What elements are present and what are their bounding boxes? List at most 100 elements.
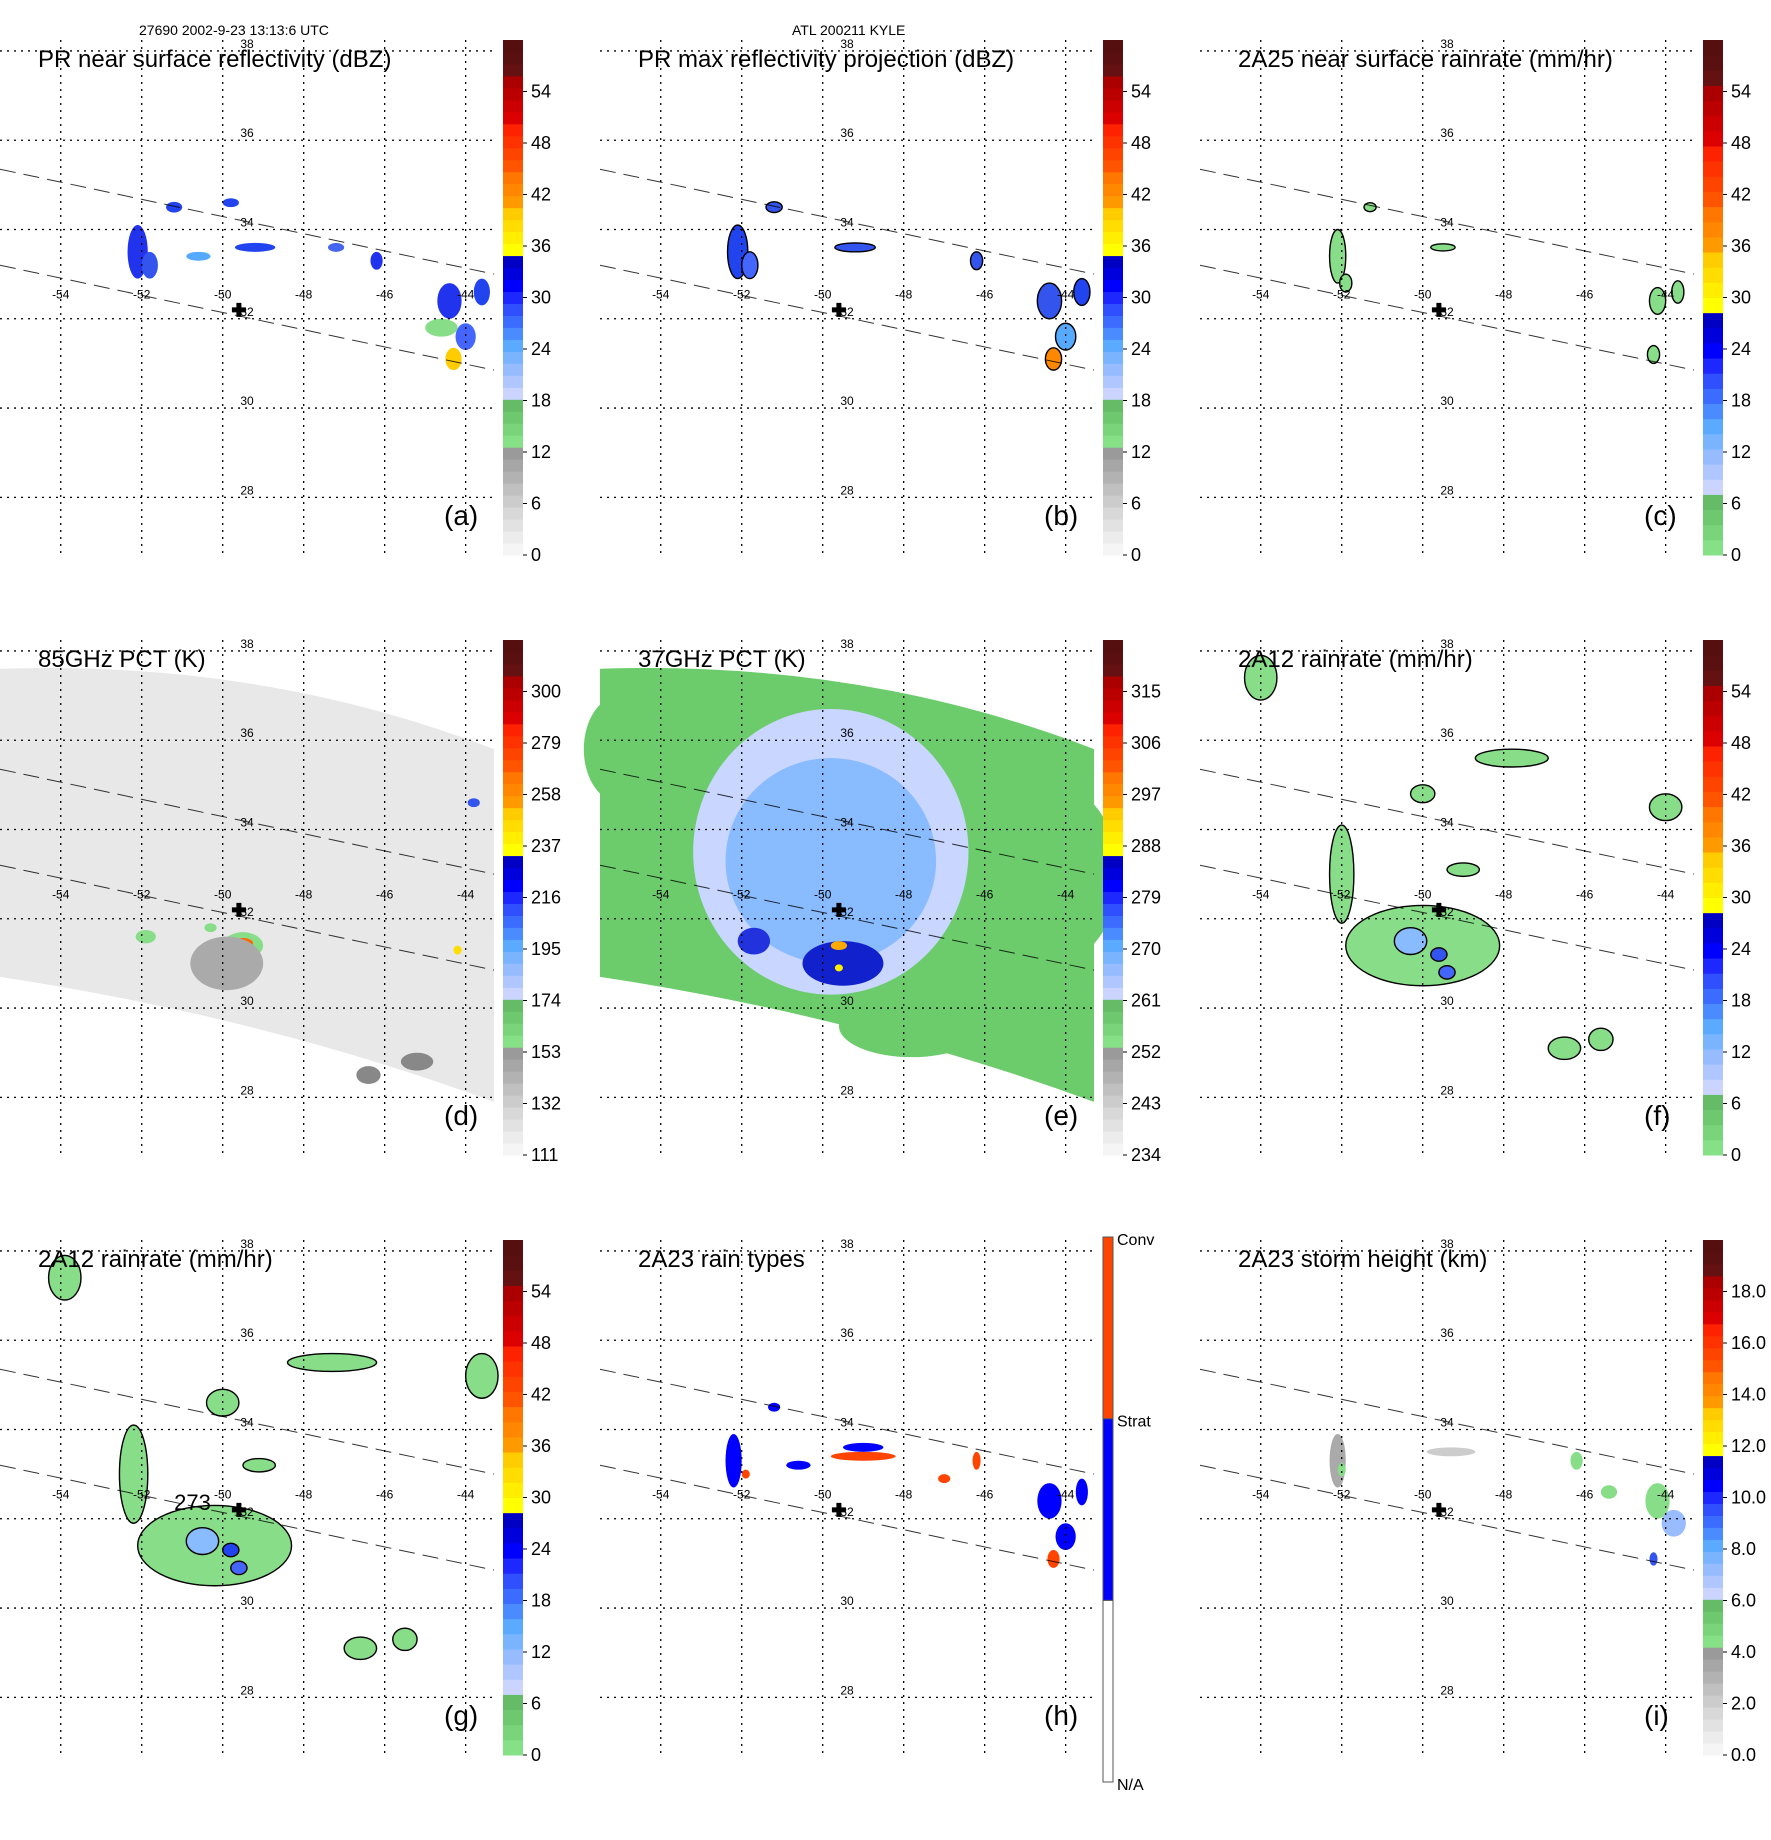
colorbar-segment: [1703, 836, 1723, 853]
colorbar-tick-label: 4.0: [1731, 1642, 1756, 1662]
lat-tick-label: 36: [1440, 726, 1454, 740]
echo-blob: [1661, 1509, 1686, 1537]
storm-center-icon: [831, 302, 846, 317]
colorbar-segment: [1103, 1107, 1123, 1120]
colorbar-segment: [1703, 1299, 1723, 1313]
colorbar-segment: [1703, 1275, 1723, 1289]
echo-blob: [135, 929, 156, 944]
storm-center-icon: [831, 1502, 846, 1517]
lat-tick-label: 28: [840, 483, 854, 497]
colorbar-segment: [503, 147, 523, 161]
colorbar-segment: [1103, 879, 1123, 893]
colorbar-segment: [503, 1361, 523, 1377]
colorbar-segment: [1703, 130, 1723, 147]
lat-tick-label: 28: [1440, 1083, 1454, 1097]
colorbar-tick-label: 12: [1131, 442, 1151, 462]
colorbar-tick-label: 315: [1131, 682, 1161, 702]
colorbar-segment: [1103, 351, 1123, 364]
colorbar-segment: [503, 831, 523, 845]
colorbar-label: Strat: [1117, 1414, 1151, 1431]
lat-tick-label: 30: [1440, 394, 1454, 408]
colorbar-segment: [1103, 231, 1123, 245]
colorbar-tick-label: 288: [1131, 836, 1161, 856]
colorbar-segment: [1703, 1109, 1723, 1126]
colorbar-segment: [1703, 1671, 1723, 1684]
lat-tick-label: 28: [840, 1083, 854, 1097]
map-d: -54 -52 -50 -48 -46 -442830323436381111321531…: [0, 637, 561, 1165]
colorbar-segment: [1703, 1407, 1723, 1421]
colorbar-tick-label: 54: [1731, 82, 1751, 102]
echo-blob: [1426, 1447, 1476, 1457]
storm-center-icon: [231, 302, 246, 317]
map-c: -54 -52 -50 -48 -46 -442830323436380612182430…: [1199, 37, 1751, 565]
colorbar-segment: [1703, 1467, 1723, 1481]
colorbar-segment: [1703, 1347, 1723, 1361]
colorbar-segment: [1703, 297, 1723, 314]
echo-blob: [190, 936, 264, 991]
colorbar-segment: [1103, 279, 1123, 293]
lon-tick-label: -46: [976, 1488, 994, 1502]
echo-blob: [467, 798, 480, 808]
colorbar-tick-label: 0: [1731, 1145, 1741, 1165]
lat-tick-label: 38: [1440, 37, 1454, 51]
lon-tick-label: -48: [295, 1488, 313, 1502]
lat-tick-label: 28: [840, 1683, 854, 1697]
colorbar-segment: [503, 1095, 523, 1108]
lon-tick-label: -50: [214, 288, 232, 302]
colorbar-segment: [1703, 867, 1723, 883]
colorbar-segment: [1103, 123, 1123, 137]
lat-tick-label: 38: [1440, 1237, 1454, 1251]
colorbar-segment: [503, 1679, 523, 1695]
colorbar-segment: [1103, 735, 1123, 749]
lat-tick-label: 38: [840, 1237, 854, 1251]
panel-title: PR max reflectivity projection (dBZ): [638, 46, 1015, 73]
panel-label: (i): [1644, 1700, 1669, 1731]
colorbar-segment: [1103, 1059, 1123, 1072]
echo-blob: [1329, 1433, 1346, 1488]
lon-tick-label: -46: [976, 888, 994, 902]
colorbar-segment: [1703, 1139, 1723, 1156]
colorbar-segment: [503, 1059, 523, 1072]
colorbar-segment: [1703, 1515, 1723, 1528]
colorbar-segment: [503, 807, 523, 821]
panel-f: -54 -52 -50 -48 -46 -44 28 30 32 34 36 38 0 6 12 18 24 30…: [1199, 637, 1771, 1240]
colorbar-tick-label: 48: [1131, 133, 1151, 153]
colorbar-segment: [1103, 387, 1123, 400]
lon-tick-label: -48: [295, 288, 313, 302]
colorbar-segment: [1703, 791, 1723, 808]
colorbar-segment: [503, 1391, 523, 1408]
colorbar-segment: [1103, 495, 1123, 508]
colorbar-segment: [1703, 700, 1723, 717]
echo-blob: [1446, 862, 1481, 878]
swath-edge-south: [1199, 1464, 1695, 1571]
colorbar-segment: [1703, 539, 1723, 556]
colorbar-segment: [1103, 75, 1123, 89]
lon-tick-label: -50: [1414, 288, 1432, 302]
colorbar-tick-label: 12.0: [1731, 1436, 1766, 1456]
echo-blob: [437, 283, 462, 319]
colorbar-segment: [503, 543, 523, 556]
colorbar-segment: [1103, 531, 1123, 544]
lat-tick-label: 34: [1440, 216, 1454, 230]
echo-blob: [1044, 347, 1063, 371]
colorbar-segment: [503, 951, 523, 964]
colorbar-segment: [1703, 146, 1723, 162]
colorbar-segment: [1103, 111, 1123, 125]
echo-blob: [118, 1424, 149, 1524]
echo-blob: [842, 1442, 884, 1452]
colorbar-segment: [503, 1119, 523, 1132]
colorbar-segment: [503, 171, 523, 185]
colorbar-segment: [503, 843, 523, 857]
colorbar-segment: [1703, 267, 1723, 283]
lon-tick-label: -54: [1252, 888, 1270, 902]
colorbar-segment: [1703, 1395, 1723, 1409]
colorbar-tick-label: 0: [1131, 545, 1141, 565]
colorbar-segment: [503, 231, 523, 245]
colorbar-tick-label: 30: [531, 1488, 551, 1508]
lat-tick-label: 36: [240, 726, 254, 740]
colorbar-segment: [1103, 447, 1123, 460]
map-f: -54 -52 -50 -48 -46 -442830323436380612182430…: [1199, 637, 1751, 1165]
lon-tick-label: -44: [1657, 1488, 1675, 1502]
colorbar-segment: [1103, 915, 1123, 928]
colorbar-segment: [1103, 63, 1123, 77]
